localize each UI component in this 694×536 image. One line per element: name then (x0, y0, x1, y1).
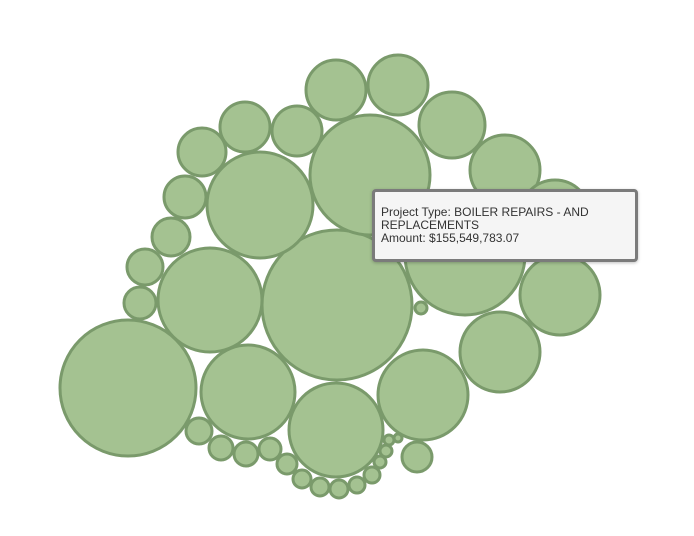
bubble[interactable] (304, 58, 368, 122)
tooltip-amount: Amount: $155,549,783.07 (381, 232, 629, 245)
bubble[interactable] (199, 343, 297, 441)
bubble[interactable] (207, 434, 235, 462)
tooltip-type-label: Project Type: (381, 205, 451, 219)
bubble[interactable] (232, 440, 260, 468)
bubble[interactable] (366, 53, 430, 117)
bubble[interactable] (287, 381, 385, 479)
tooltip-project-type: Project Type: BOILER REPAIRS - AND REPLA… (381, 206, 629, 232)
tooltip: Project Type: BOILER REPAIRS - AND REPLA… (372, 189, 638, 262)
bubble[interactable] (417, 90, 487, 160)
bubble[interactable] (362, 465, 382, 485)
bubble[interactable] (270, 104, 324, 158)
bubble[interactable] (458, 310, 542, 394)
bubble[interactable] (518, 253, 602, 337)
bubble[interactable] (156, 246, 264, 354)
bubble[interactable] (205, 150, 315, 260)
bubble[interactable] (162, 174, 208, 220)
bubble[interactable] (150, 216, 192, 258)
bubble[interactable] (291, 468, 313, 490)
bubble[interactable] (382, 433, 396, 447)
bubble[interactable] (309, 476, 331, 498)
bubble[interactable] (376, 348, 470, 442)
bubble[interactable] (347, 475, 367, 495)
tooltip-amount-value: $155,549,783.07 (429, 231, 520, 245)
bubble[interactable] (275, 452, 299, 476)
tooltip-type-value: BOILER REPAIRS - AND REPLACEMENTS (381, 205, 589, 232)
bubble[interactable] (176, 126, 228, 178)
bubble[interactable] (218, 100, 272, 154)
bubble[interactable] (400, 440, 434, 474)
bubble[interactable] (184, 416, 214, 446)
bubble[interactable] (413, 300, 429, 316)
tooltip-amount-label: Amount: (381, 231, 426, 245)
bubble[interactable] (378, 443, 394, 459)
bubble[interactable] (122, 285, 158, 321)
bubble[interactable] (328, 478, 350, 500)
bubble[interactable] (125, 247, 165, 287)
bubble[interactable] (58, 318, 198, 458)
bubble[interactable] (257, 436, 283, 462)
bubble[interactable] (392, 432, 404, 444)
bubble[interactable] (372, 454, 388, 470)
